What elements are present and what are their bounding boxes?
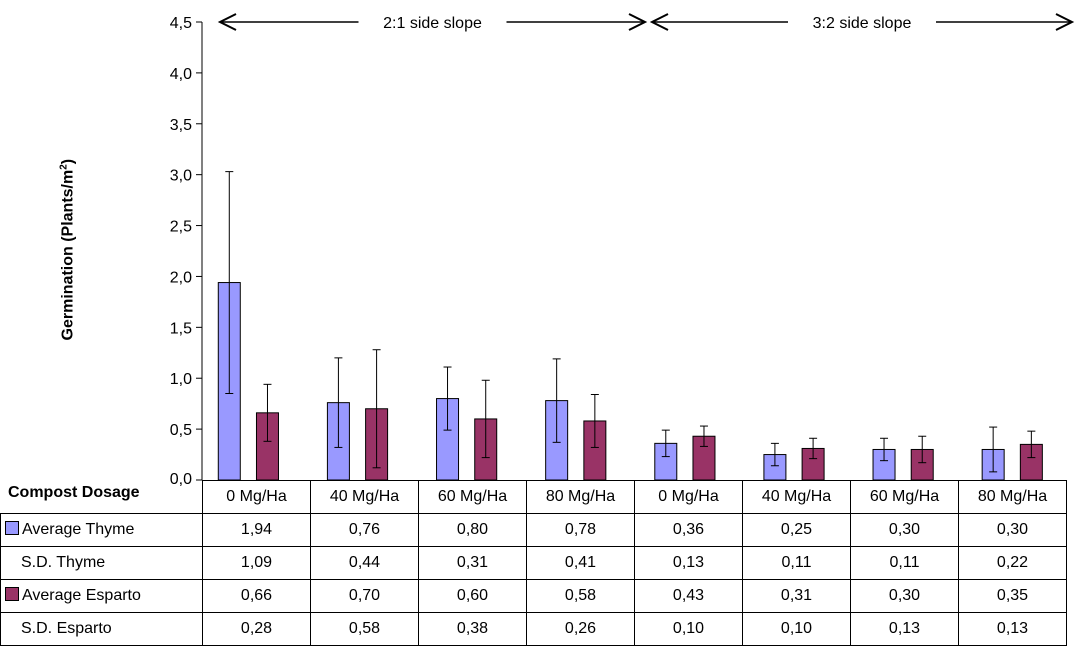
table-cell: 0,41 xyxy=(526,546,635,580)
arrow-head xyxy=(1055,13,1075,31)
y-tick-label: 1,0 xyxy=(170,371,192,388)
table-cell: 0,58 xyxy=(526,579,635,613)
table-cell: 0,30 xyxy=(850,513,959,547)
arrow-head xyxy=(217,13,237,31)
table-cell: 0,13 xyxy=(850,612,959,646)
table-row-label: Average Esparto xyxy=(0,579,203,613)
table-header-cell: 80 Mg/Ha xyxy=(958,480,1067,514)
table-cell: 0,60 xyxy=(418,579,527,613)
table-cell: 0,22 xyxy=(958,546,1067,580)
table-cell: 0,31 xyxy=(418,546,527,580)
row-label-text: Average Thyme xyxy=(22,521,135,538)
table-cell: 0,38 xyxy=(418,612,527,646)
row-label-text: S.D. Thyme xyxy=(21,554,106,571)
table-cell: 0,26 xyxy=(526,612,635,646)
table-row: S.D. Esparto 0,28 0,58 0,38 0,26 0,10 0,10 0,13… xyxy=(0,612,1067,646)
table-row-label: Average Thyme xyxy=(0,513,203,547)
row-label-text: Average Esparto xyxy=(22,587,141,604)
annotation-2-1-slope: 2:1 side slope xyxy=(383,15,482,32)
table-header-cell: 60 Mg/Ha xyxy=(850,480,959,514)
arrow-head xyxy=(628,13,648,31)
table-cell: 0,66 xyxy=(202,579,311,613)
table-cell: 0,30 xyxy=(958,513,1067,547)
row-label-text: S.D. Esparto xyxy=(21,620,112,637)
table-row: Average Thyme 1,94 0,76 0,80 0,78 0,36 0,25 0,3… xyxy=(0,513,1067,547)
annotation-3-2-slope: 3:2 side slope xyxy=(813,15,912,32)
table-row: S.D. Thyme 1,09 0,44 0,31 0,41 0,13 0,11 0,11 0,… xyxy=(0,546,1067,580)
table-cell: 0,44 xyxy=(310,546,419,580)
table-header-cell: 0 Mg/Ha xyxy=(202,480,311,514)
table-cell: 0,35 xyxy=(958,579,1067,613)
arrow-head xyxy=(649,13,669,31)
legend-swatch xyxy=(5,587,19,601)
y-tick-label: 2,0 xyxy=(170,269,192,286)
table-row-label: S.D. Thyme xyxy=(0,546,203,580)
table-header-cell: 40 Mg/Ha xyxy=(742,480,851,514)
table-cell: 0,25 xyxy=(742,513,851,547)
table-cell: 0,76 xyxy=(310,513,419,547)
table-cell: 1,09 xyxy=(202,546,311,580)
table-cell: 0,11 xyxy=(850,546,959,580)
table-cell: 0,13 xyxy=(958,612,1067,646)
table-row: Average Esparto 0,66 0,70 0,60 0,58 0,43 0,31 0… xyxy=(0,579,1067,613)
table-cell: 0,58 xyxy=(310,612,419,646)
table-cell: 0,28 xyxy=(202,612,311,646)
y-tick-label: 4,0 xyxy=(170,66,192,83)
y-axis-label: Germination (Plants/m2) xyxy=(58,158,77,341)
table-cell: 1,94 xyxy=(202,513,311,547)
table-header-row: 0 Mg/Ha 40 Mg/Ha 60 Mg/Ha 80 Mg/Ha 0 Mg/Ha 40… xyxy=(1,480,1067,514)
table-cell: 0,78 xyxy=(526,513,635,547)
table-header-cell: 40 Mg/Ha xyxy=(310,480,419,514)
table-header-cell: 0 Mg/Ha xyxy=(634,480,743,514)
table-cell: 0,10 xyxy=(634,612,743,646)
data-table: 0 Mg/Ha 40 Mg/Ha 60 Mg/Ha 80 Mg/Ha 0 Mg/Ha 40… xyxy=(0,480,1067,646)
compost-dosage-label: Compost Dosage xyxy=(8,484,140,501)
y-tick-label: 3,5 xyxy=(170,117,192,134)
table-row-label: S.D. Esparto xyxy=(0,612,203,646)
table-cell: 0,11 xyxy=(742,546,851,580)
y-tick-label: 0,5 xyxy=(170,422,192,439)
table-cell: 0,30 xyxy=(850,579,959,613)
table-cell: 0,10 xyxy=(742,612,851,646)
y-tick-label: 4,5 xyxy=(170,15,192,32)
table-cell: 0,31 xyxy=(742,579,851,613)
table-header-cell: 80 Mg/Ha xyxy=(526,480,635,514)
table-cell: 0,43 xyxy=(634,579,743,613)
table-cell: 0,70 xyxy=(310,579,419,613)
y-tick-label: 1,5 xyxy=(170,320,192,337)
y-tick-label: 2,5 xyxy=(170,219,192,236)
legend-swatch xyxy=(5,521,19,535)
table-cell: 0,36 xyxy=(634,513,743,547)
y-tick-label: 0,0 xyxy=(170,471,192,488)
y-tick-label: 3,0 xyxy=(170,168,192,185)
table-cell: 0,13 xyxy=(634,546,743,580)
table-header-cell: 60 Mg/Ha xyxy=(418,480,527,514)
table-cell: 0,80 xyxy=(418,513,527,547)
